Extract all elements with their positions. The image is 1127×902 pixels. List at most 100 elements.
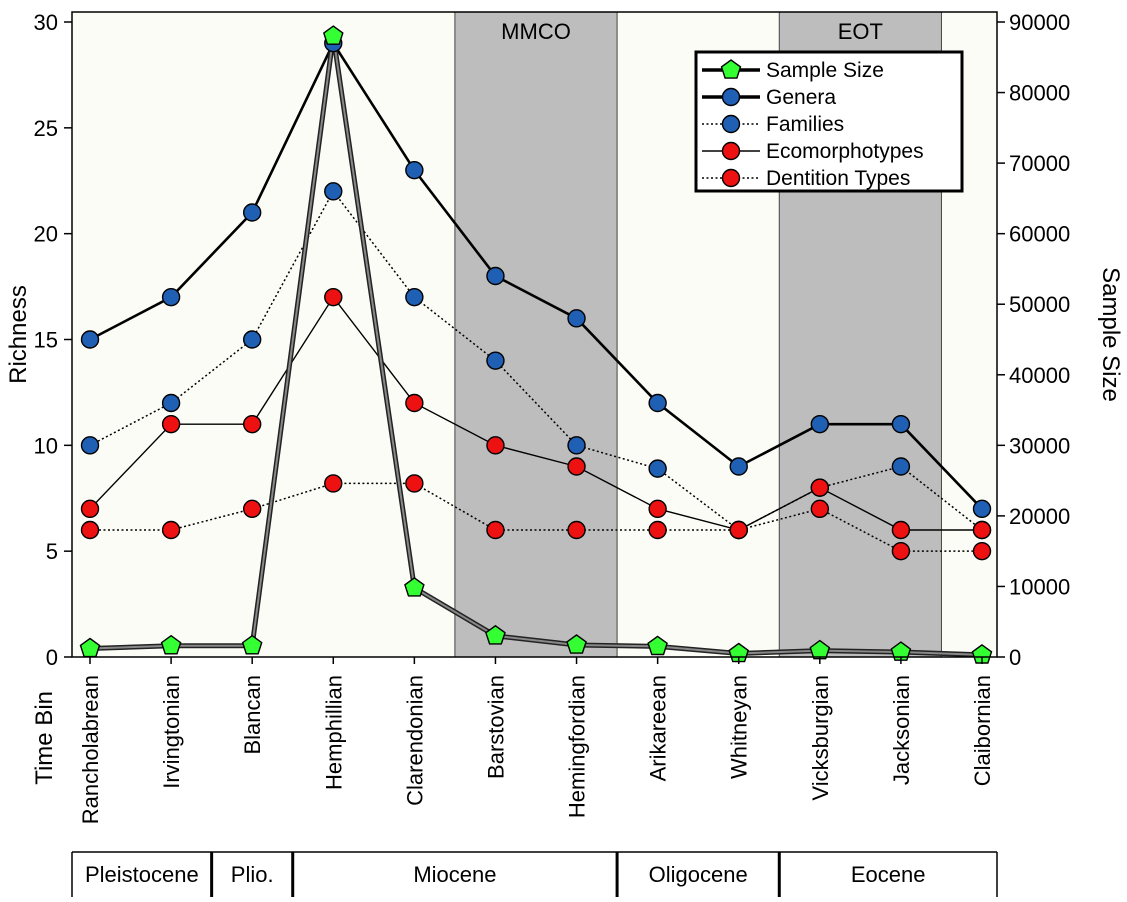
data-point [891,414,911,434]
y-left-tick-label: 15 [34,328,58,353]
y-left-tick-label: 25 [34,116,58,141]
data-point [729,457,748,476]
shaded-interval-label: EOT [838,19,883,44]
data-point [647,635,668,656]
data-point [242,414,262,434]
data-point [810,499,830,519]
x-tick-label: Arikareean [646,675,671,781]
series-line [89,295,982,531]
y-right-tick-label: 60000 [1009,222,1070,247]
x-tick-label: Irvingtonian [159,675,184,789]
data-point [161,287,181,307]
data-point [485,624,506,645]
x-tick-label: Vicksburgian [808,675,833,801]
y-right-tick-label: 10000 [1009,574,1070,599]
y-right-tick-label: 50000 [1009,292,1070,317]
x-tick-label: Hemphillian [321,675,346,790]
legend-marker [720,59,742,79]
data-point [972,520,992,540]
data-point [566,634,587,654]
data-point [324,182,343,201]
data-point [486,520,505,540]
y-right-tick-label: 70000 [1009,151,1070,176]
data-point [972,499,992,519]
y-right-tick-label: 0 [1009,645,1021,670]
data-point [729,520,748,540]
legend-label: Genera [766,86,836,109]
legend-marker [721,168,741,188]
shaded-interval-label: MMCO [501,19,571,44]
epoch-label: Eocene [851,862,926,887]
data-point [242,203,262,222]
legend-label: Ecomorphotypes [766,140,924,163]
data-point [648,459,667,478]
x-axis-title: Time Bin [31,691,58,785]
data-point [648,393,667,413]
x-tick-label: Rancholabrean [78,675,103,824]
epoch-label: Oligocene [649,862,748,887]
y-right-tick-label: 40000 [1009,363,1070,388]
x-tick-label: Jacksonian [889,675,914,785]
data-point [567,309,586,328]
series-line [89,35,983,656]
data-point [891,541,911,561]
epoch-label: Pleistocene [85,862,199,887]
data-point [567,520,586,540]
data-point [161,414,181,434]
data-point [972,541,992,561]
data-point [648,499,667,519]
plot-frame [71,11,998,658]
series-line [89,189,983,531]
y-right-tick-label: 90000 [1009,10,1070,35]
data-point [161,520,181,540]
shaded-interval [454,11,618,658]
data-point [810,414,830,434]
y-left-tick-label: 10 [34,433,58,458]
epoch-label: Miocene [413,862,496,887]
data-point [891,457,911,476]
x-tick-label: Whitneyan [727,675,752,779]
legend-marker [721,141,741,161]
x-tick-label: Hemingfordian [565,675,590,818]
data-point [648,520,667,540]
legend-label: Families [766,113,844,136]
data-point [80,520,100,540]
legend-marker [721,87,741,107]
y-right-tick-label: 30000 [1009,433,1070,458]
y-left-axis-title: Richness [5,285,32,384]
x-tick-label: Barstovian [483,675,508,779]
epoch-label: Plio. [231,862,274,887]
data-point [80,499,100,519]
y-left-tick-label: 20 [34,222,58,247]
data-point [161,393,181,413]
data-point [80,436,100,455]
x-tick-label: Clarendonian [402,675,427,806]
data-point [242,330,262,349]
y-right-axis-title: Sample Size [1097,267,1124,402]
legend-label: Dentition Types [766,167,910,190]
legend-label: Sample Size [766,59,884,82]
x-tick-label: Claibornian [970,675,995,786]
data-point [80,330,100,349]
series-line [89,40,983,510]
data-point [404,577,425,597]
data-point [242,499,262,519]
data-point [810,478,830,497]
data-point [322,25,344,45]
data-point [324,474,343,493]
legend-box [694,50,964,193]
data-point [567,457,586,476]
data-point [405,393,424,413]
data-point [405,474,424,493]
data-point [160,634,182,655]
data-point [405,287,424,307]
data-point [241,634,263,655]
data-point [891,520,911,540]
data-point [405,160,424,180]
y-left-tick-label: 5 [46,539,58,564]
x-tick-label: Blancan [240,675,265,755]
y-left-tick-label: 0 [46,645,58,670]
data-point [486,266,505,286]
